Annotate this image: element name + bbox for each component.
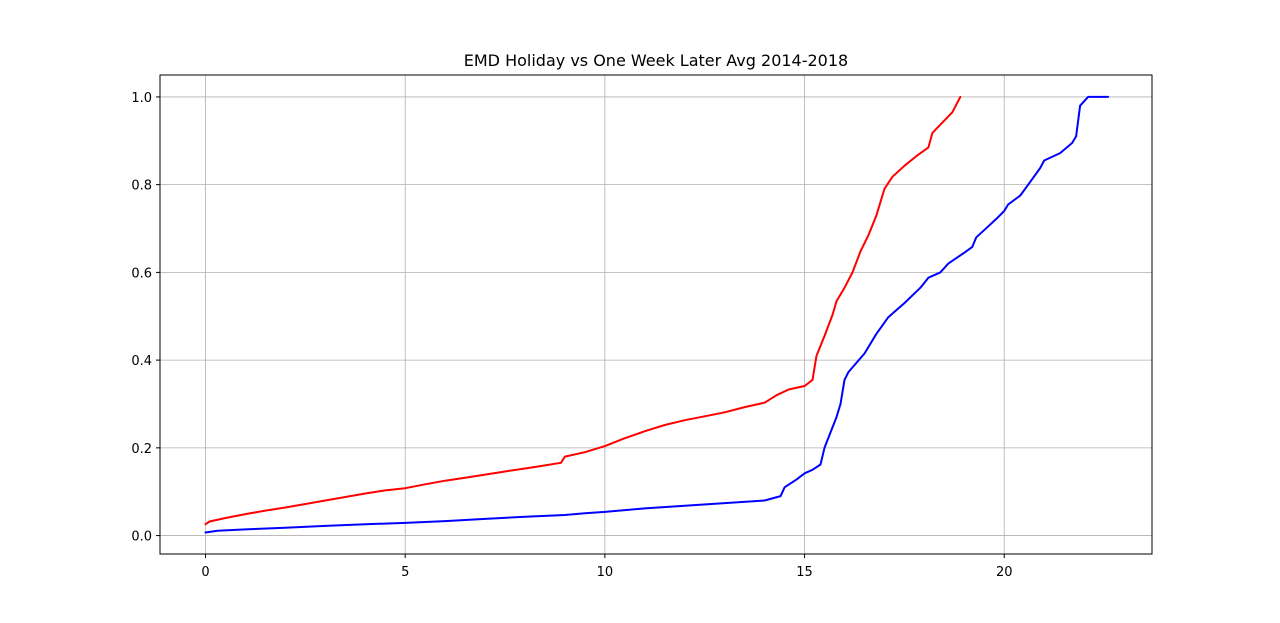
series-line-2 (204, 95, 1110, 534)
y-tick-label: 0.4 (131, 354, 152, 369)
x-axis: 0 5 10 15 20 (201, 554, 1013, 580)
y-tick-label: 1.0 (131, 91, 152, 106)
x-tick-label: 5 (401, 565, 409, 580)
x-tick-label: 20 (996, 565, 1013, 580)
x-tick-label: 10 (597, 565, 614, 580)
x-tick-label: 15 (796, 565, 813, 580)
y-axis: 0.0 0.2 0.4 0.6 0.8 1.0 (131, 91, 160, 545)
series-line-1 (204, 95, 962, 526)
plot-area-frame (159, 74, 1153, 555)
x-tick-label: 0 (201, 565, 209, 580)
series-lines (204, 95, 1110, 534)
grid-lines (160, 75, 1152, 554)
chart-title: EMD Holiday vs One Week Later Avg 2014-2… (464, 51, 848, 70)
y-tick-label: 0.0 (131, 530, 152, 545)
y-tick-label: 0.8 (131, 179, 152, 194)
y-tick-label: 0.6 (131, 266, 152, 281)
y-tick-label: 0.2 (131, 442, 152, 457)
